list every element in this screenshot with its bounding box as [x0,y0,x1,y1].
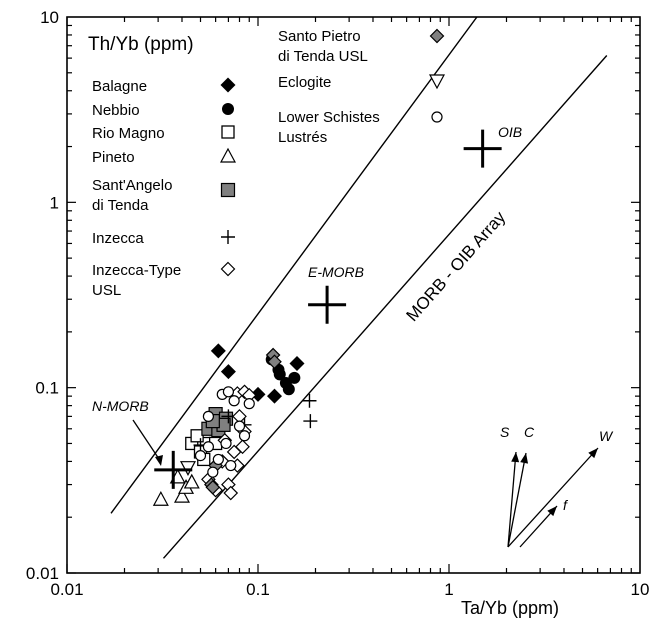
plot-frame: 0.01 0.1 1 10 0.01 0.1 1 10 Ta/Yb (ppm) [26,8,650,618]
legend-label-sant-angelo-di-tenda: Sant'Angelo [92,177,172,194]
legend-label-inzecca-type-usl: Inzecca-Type [92,262,181,279]
legend-marker-lower-schistes-lustr-s [431,111,443,123]
point-balagne [220,364,236,380]
point-lower-schistes-lustr-s [228,395,240,407]
y-axis-label: Th/Yb (ppm) [88,34,194,55]
legend-marker-sant-angelo-di-tenda [220,182,236,198]
point-balagne [289,356,305,372]
y-tick-label: 0.01 [26,564,59,583]
legend-marker-pineto [219,147,237,163]
point-inzecca-type-usl [223,485,239,501]
reference-markers: N-MORB E-MORB OIB [92,124,522,489]
point-balagne [266,388,282,404]
legend-marker-nebbio [222,103,234,115]
array-label: MORB - OIB Array [403,207,510,325]
point-nebbio [288,371,301,384]
point-lower-schistes-lustr-s [207,466,219,478]
legend-marker-rio-magno [221,125,235,139]
ref-marker-e-morb [308,285,347,324]
vector-arrowhead-f [547,506,557,517]
legend-label-inzecca: Inzecca [92,230,144,247]
x-axis-label: Ta/Yb (ppm) [461,598,559,618]
ref-marker-oib [463,129,502,168]
data-points [152,343,318,506]
array-lines: MORB - OIB Array [110,17,608,559]
legend-marker-inzecca [221,230,235,244]
point-pineto [173,487,190,503]
point-lower-schistes-lustr-s [225,459,237,472]
point-balagne [210,343,226,359]
vector-label-w: W [599,428,614,444]
point-lower-schistes-lustr-s [202,441,215,453]
point-lower-schistes-lustr-s [238,430,251,442]
legend: Th/Yb (ppm) Balagne Nebbio Rio Magno Pineto S… [88,28,446,299]
point-lower-schistes-lustr-s [220,437,232,450]
ref-label-oib: OIB [498,124,522,140]
point-nebbio [282,383,295,396]
point-pineto [183,473,200,489]
y-tick-label: 0.1 [35,379,59,398]
legend-label-eclogite: Eclogite [278,74,331,91]
legend-marker-balagne [220,77,236,93]
vector-arrowhead-w [588,448,598,459]
vector-label-s: S [500,424,510,440]
point-lower-schistes-lustr-s [194,449,207,462]
point-inzecca [303,414,318,429]
legend-marker-inzecca-type-usl [220,261,236,277]
point-lower-schistes-lustr-s [212,453,224,466]
legend-label-pineto: Pineto [92,149,135,166]
point-santo-pietro-di-tenda-usl [205,479,221,495]
legend-label-balagne: Balagne [92,78,147,95]
vector-s [507,451,517,548]
ref-marker-n-morb [154,450,193,489]
process-vectors: S C Wf [500,424,614,548]
point-inzecca-type-usl [235,439,250,455]
array-line-lower [162,55,608,559]
ref-label-n-morb: N-MORB [92,398,149,414]
point-lower-schistes-lustr-s [243,398,255,410]
legend-label-santo-pietro-di-tenda-usl: di Tenda USL [278,48,368,65]
point-lower-schistes-lustr-s [202,410,215,422]
legend-label-inzecca-type-usl: USL [92,282,121,299]
y-tick-label: 10 [40,8,59,27]
plot-border [66,16,641,574]
legend-label-rio-magno: Rio Magno [92,125,165,142]
point-lower-schistes-lustr-s [222,386,235,398]
vector-w [507,447,599,548]
vector-arrowhead-c [520,453,529,464]
vector-arrowhead-s [511,452,520,463]
point-pineto [152,490,169,506]
n-morb-arrow [132,419,162,463]
x-tick-label: 0.1 [246,580,270,599]
point-inzecca [302,393,317,408]
legend-marker-santo-pietro-di-tenda-usl [429,28,445,44]
vector-c [507,452,527,548]
x-tick-label: 10 [631,580,650,599]
point-santo-pietro-di-tenda-usl [267,354,282,370]
x-tick-label: 1 [444,580,453,599]
point-nebbio [273,368,286,381]
point-balagne [250,386,266,402]
legend-label-sant-angelo-di-tenda: di Tenda [92,197,149,214]
legend-label-lower-schistes-lustr-s: Lower Schistes [278,109,380,126]
point-lower-schistes-lustr-s [233,420,246,432]
ref-label-e-morb: E-MORB [308,264,364,280]
legend-marker-eclogite [428,74,446,90]
legend-label-santo-pietro-di-tenda-usl: Santo Pietro [278,28,361,45]
x-tick-label: 0.01 [50,580,83,599]
point-eclogite [179,461,196,476]
y-tick-label: 1 [50,193,59,212]
vector-label-f: f [563,497,569,513]
vector-label-c: C [524,424,535,440]
n-morb-arrowhead [155,455,163,466]
legend-label-nebbio: Nebbio [92,102,140,119]
array-line-upper [110,17,478,514]
legend-label-lower-schistes-lustr-s: Lustrés [278,129,327,146]
